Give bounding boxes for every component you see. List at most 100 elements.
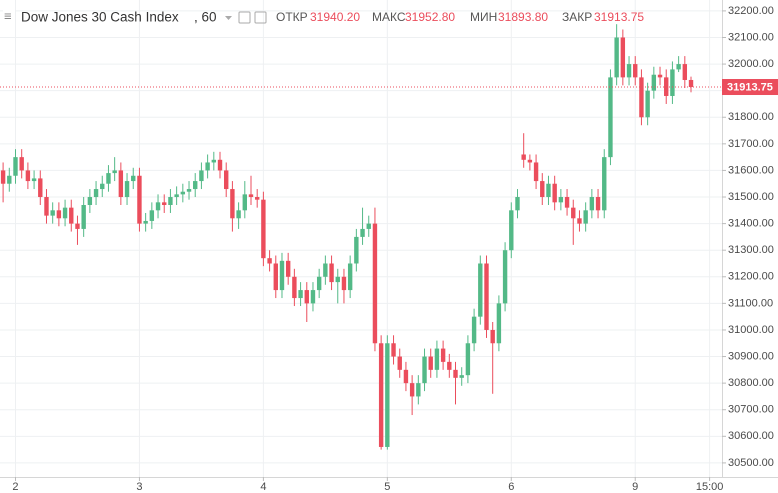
candle-body <box>670 69 675 96</box>
x-tick-label: 4 <box>260 481 266 493</box>
candle-body <box>149 210 155 221</box>
y-tick-label: 31300.00 <box>728 244 774 256</box>
candle-body <box>490 329 495 344</box>
candle-body <box>688 79 694 88</box>
candle-body <box>620 37 626 78</box>
candle-body <box>56 210 62 219</box>
y-tick-label: 32200.00 <box>728 5 774 17</box>
y-tick-label: 31200.00 <box>728 271 774 283</box>
header-value: 31893.80 <box>498 10 548 24</box>
y-tick-label: 31800.00 <box>728 111 774 123</box>
candle-body <box>496 303 502 344</box>
candle-body <box>558 197 564 203</box>
candle-body <box>440 348 446 362</box>
candle-body <box>329 263 334 283</box>
candle-body <box>471 316 477 344</box>
candle-body <box>589 197 595 211</box>
x-tick-label: 5 <box>384 481 390 493</box>
candle-body <box>478 263 483 317</box>
candle-body <box>633 64 638 78</box>
candle-body <box>521 154 526 160</box>
candle-body <box>459 375 464 378</box>
candle-body <box>44 197 49 216</box>
candle-body <box>19 157 24 171</box>
x-tick-label: 9 <box>632 481 638 493</box>
candle-body <box>577 218 582 224</box>
x-tick-label: 3 <box>136 481 142 493</box>
candle-body <box>31 178 37 182</box>
candle-body <box>304 290 309 304</box>
candle-body <box>447 361 452 370</box>
candle-body <box>323 263 328 277</box>
candle-body <box>372 223 378 344</box>
candle-body <box>453 369 458 378</box>
candle-body <box>242 194 247 211</box>
candle-body <box>564 197 570 208</box>
candle-body <box>224 170 229 190</box>
candle-body <box>434 348 440 370</box>
candle-body <box>62 207 68 219</box>
candle-body <box>354 236 359 264</box>
candles <box>0 24 694 450</box>
candle-body <box>341 276 347 291</box>
eye-icon[interactable] <box>238 11 251 24</box>
candle-body <box>38 178 43 198</box>
candle-body <box>651 74 657 91</box>
candle-body <box>546 183 551 198</box>
candle-body <box>360 228 365 237</box>
candle-body <box>13 157 18 176</box>
y-tick-label: 32000.00 <box>728 58 774 70</box>
y-tick-label: 30800.00 <box>728 377 774 389</box>
candle-body <box>403 369 409 384</box>
header-label: МИН <box>470 10 497 24</box>
header-value: 31952.80 <box>405 10 455 24</box>
candle-body <box>131 175 136 182</box>
candle-body <box>310 290 316 304</box>
grid-layer <box>0 0 722 477</box>
candle-body <box>509 210 514 251</box>
candle-body <box>385 343 390 447</box>
candle-body <box>236 210 241 219</box>
candle-body <box>626 64 632 78</box>
candle-body <box>583 210 588 224</box>
candle-body <box>93 189 99 198</box>
settings-icon[interactable] <box>254 11 267 24</box>
candle-body <box>682 64 688 80</box>
candle-body <box>143 220 148 224</box>
candle-body <box>347 263 353 291</box>
candle-body <box>465 343 471 376</box>
candle-body <box>25 170 31 182</box>
candle-body <box>69 207 74 224</box>
header-label: ОТКР <box>276 10 308 24</box>
candle-body <box>180 191 186 195</box>
y-tick-label: 31500.00 <box>728 191 774 203</box>
dropdown[interactable] <box>225 16 232 20</box>
x-tick-label: 6 <box>508 481 514 493</box>
candle-body <box>100 183 105 190</box>
candle-body <box>502 250 508 304</box>
candle-body <box>676 64 681 70</box>
candle-body <box>614 37 619 78</box>
candle-body <box>595 197 601 211</box>
last-price-label: 31913.75 <box>727 81 773 93</box>
menu-icon[interactable] <box>3 8 15 25</box>
header-label: ЗАКР <box>562 10 592 24</box>
candle-body <box>168 197 173 205</box>
y-tick-label: 30500.00 <box>728 457 774 469</box>
header: ≡ Dow Jones 30 Cash Index , 60 <box>3 8 267 25</box>
candle-body <box>217 159 223 171</box>
candle-body <box>298 290 303 299</box>
candle-body <box>193 181 198 190</box>
candle-body <box>428 356 433 370</box>
candle-body <box>540 181 545 198</box>
y-tick-label: 30600.00 <box>728 430 774 442</box>
last-price-tag <box>722 79 778 96</box>
candle-body <box>205 162 210 171</box>
symbol-title: Dow Jones 30 Cash Index <box>21 10 179 25</box>
candle-body <box>409 383 415 397</box>
y-tick-label: 31000.00 <box>728 324 774 336</box>
candle-body <box>230 189 235 219</box>
candle-body <box>75 223 80 229</box>
x-tick-label: 2 <box>12 481 18 493</box>
